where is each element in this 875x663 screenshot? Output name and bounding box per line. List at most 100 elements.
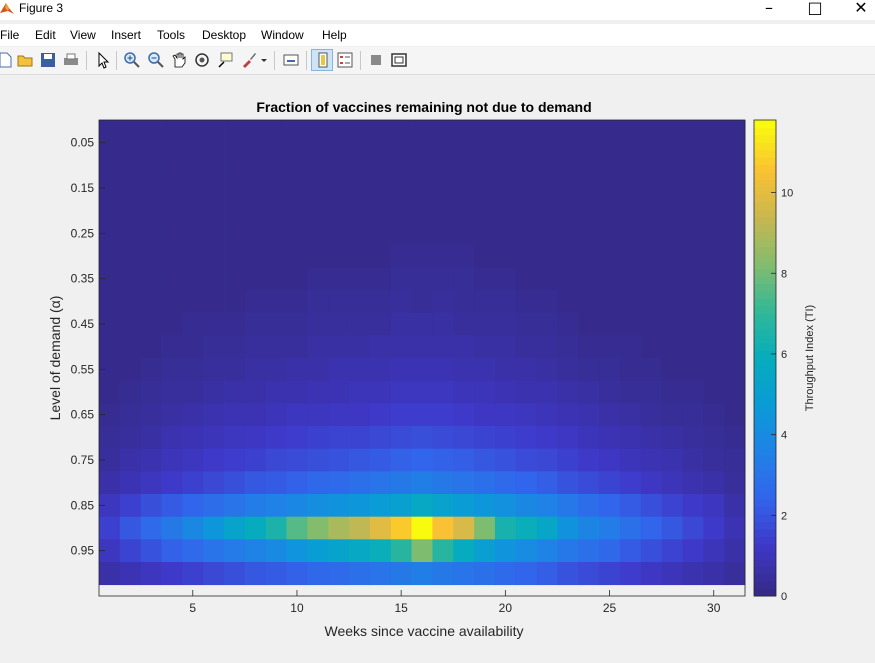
menu-desktop[interactable]: Desktop [202,28,246,42]
heatmap-cell [141,471,162,494]
heatmap-cell [307,267,328,290]
colorbar-swatch [754,544,776,552]
heatmap-cell [412,222,433,245]
heatmap-cell [203,381,224,404]
open-file-icon[interactable] [16,51,34,69]
heatmap-cell [682,222,703,245]
menu-tools[interactable]: Tools [157,28,185,42]
heatmap-cell [287,449,308,472]
hide-plot-tools-icon[interactable] [367,51,385,69]
pan-icon[interactable] [170,51,188,69]
heatmap-cell [537,267,558,290]
heatmap-cell [141,403,162,426]
heatmap-cell [203,222,224,245]
colorbar-swatch [754,239,776,247]
heatmap-cell [412,245,433,268]
heatmap-cell [682,120,703,132]
heatmap-cell [120,245,141,268]
heatmap-cell [641,131,662,154]
heatmap-cell [224,131,245,154]
pointer-icon[interactable] [94,51,112,69]
heatmap-cell [537,154,558,177]
heatmap-cell [662,471,683,494]
heatmap-cell [391,403,412,426]
heatmap-cell [287,154,308,177]
heatmap-cell [432,154,453,177]
heatmap-chart[interactable]: Fraction of vaccines remaining not due t… [0,75,875,659]
heatmap-cell [287,131,308,154]
maximize-button[interactable]: □ [792,0,838,19]
heatmap-cell [682,131,703,154]
heatmap-cell [641,403,662,426]
heatmap-cell [599,494,620,517]
heatmap-cell [537,199,558,222]
heatmap-cell [682,381,703,404]
minimize-button[interactable]: – [746,0,792,19]
menu-view[interactable]: View [70,28,96,42]
heatmap-cell [141,539,162,562]
heatmap-cell [620,267,641,290]
heatmap-cell [516,199,537,222]
colorbar[interactable] [754,120,776,597]
save-icon[interactable] [39,51,57,69]
rotate-icon[interactable] [193,51,211,69]
brush-icon[interactable] [240,51,258,69]
show-plot-tools-icon[interactable] [390,51,408,69]
heatmap-cell [349,539,370,562]
heatmap-cell [641,222,662,245]
heatmap-cell [578,471,599,494]
heatmap-cell [516,471,537,494]
zoom-in-icon[interactable] [123,51,141,69]
heatmap-cell [162,313,183,336]
print-icon[interactable] [62,51,80,69]
menu-insert[interactable]: Insert [111,28,141,42]
colorbar-icon [314,51,332,69]
heatmap-cell [349,381,370,404]
heatmap-cell [703,313,724,336]
new-figure-icon[interactable] [0,51,14,69]
menu-file[interactable]: File [0,28,19,42]
heatmap-cell [99,245,120,268]
heatmap-cell [412,562,433,585]
heatmap-cell [328,177,349,200]
heatmap-cell [203,471,224,494]
menu-help[interactable]: Help [322,28,347,42]
colorbar-button[interactable] [311,49,333,71]
y-tick-label: 0.45 [71,317,95,331]
heatmap-cell [599,199,620,222]
heatmap-cell [453,426,474,449]
heatmap-cell [349,471,370,494]
heatmap-cell [307,199,328,222]
heatmap-cell [120,154,141,177]
y-tick-label: 0.65 [71,408,95,422]
link-plot-icon[interactable] [282,51,300,69]
heatmap-cell [474,358,495,381]
heatmap-cell [641,426,662,449]
zoom-out-icon[interactable] [147,51,165,69]
heatmap-cell [495,539,516,562]
close-button[interactable]: ✕ [838,0,875,19]
heatmap-cell [682,199,703,222]
colorbar-swatch [754,477,776,485]
heatmap-cell [162,403,183,426]
heatmap-cell [287,358,308,381]
data-cursor-icon[interactable] [216,51,234,69]
heatmap-cell [703,290,724,313]
colorbar-tick-label: 6 [781,349,787,361]
heatmap-cell [370,267,391,290]
heatmap-cell [578,177,599,200]
menu-edit[interactable]: Edit [35,28,56,42]
heatmap-cell [245,120,266,132]
brush-dropdown-icon[interactable] [259,51,269,69]
heatmap-cell [203,539,224,562]
x-tick-label: 25 [603,601,617,615]
heatmap-cell [182,403,203,426]
heatmap-cell [370,120,391,132]
heatmap-cell [266,199,287,222]
legend-icon[interactable] [336,51,354,69]
heatmap-cell [578,131,599,154]
heatmap-cell [120,494,141,517]
colorbar-swatch [754,418,776,426]
heatmap-cell [516,222,537,245]
menu-window[interactable]: Window [261,28,304,42]
